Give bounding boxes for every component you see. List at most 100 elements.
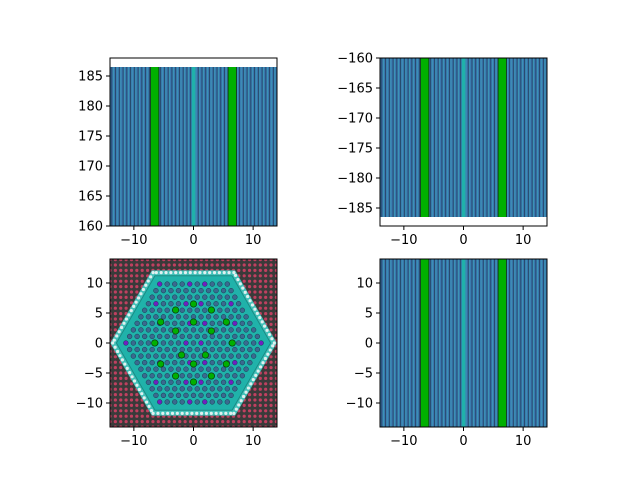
fuel-pin xyxy=(194,294,200,300)
reflector-dot xyxy=(112,338,116,342)
reflector-dot xyxy=(246,294,250,299)
fuel-pin xyxy=(149,346,155,353)
outer-pin xyxy=(269,274,273,278)
reflector-dot xyxy=(243,290,247,294)
outer-pin xyxy=(269,290,273,294)
fuel-pin xyxy=(172,346,178,353)
outer-pin xyxy=(188,420,193,424)
fuel-pin xyxy=(164,294,170,300)
fuel-pin xyxy=(138,353,144,359)
reflector-dot xyxy=(144,283,148,287)
control-rod xyxy=(207,327,215,335)
outer-pin xyxy=(178,420,182,424)
outer-pin xyxy=(253,295,257,299)
outer-pin xyxy=(129,403,134,407)
outer-pin xyxy=(135,409,139,413)
outer-pin xyxy=(156,259,160,262)
plot-content xyxy=(380,259,547,427)
outer-pin xyxy=(129,420,134,424)
outer-pin xyxy=(269,322,273,326)
outer-pin xyxy=(119,382,123,386)
reflector-dot xyxy=(139,292,143,296)
reflector-dot xyxy=(208,271,212,275)
fuel-pin xyxy=(228,366,234,372)
fuel-pin xyxy=(149,386,155,392)
outer-pin xyxy=(269,295,273,299)
fuel-pin xyxy=(190,287,197,294)
fuel-pin xyxy=(164,307,170,313)
fuel-pin xyxy=(130,327,137,333)
panel-top-right: −10 0 10 −160 −165 −170 −175 −180 −185 xyxy=(337,52,548,248)
fuel-pin xyxy=(228,314,234,320)
fuel-pin xyxy=(205,379,212,385)
poison-pin xyxy=(153,379,159,385)
reflector-dot xyxy=(265,328,269,332)
fuel-pin xyxy=(194,333,200,340)
y-tick-label: 185 xyxy=(78,70,103,85)
fuel-pin xyxy=(250,340,257,346)
reflector-dot xyxy=(140,392,144,396)
outer-pin xyxy=(258,393,262,397)
reflector-dot xyxy=(195,411,199,415)
outer-pin xyxy=(226,263,230,267)
reflector-dot xyxy=(209,411,213,415)
fuel-pin xyxy=(157,386,163,392)
y-tick-label: 180 xyxy=(78,100,103,115)
outer-pin xyxy=(237,263,241,267)
fuel-pin xyxy=(175,379,182,385)
outer-pin xyxy=(124,279,128,283)
outer-pin xyxy=(129,285,134,289)
outer-pin xyxy=(124,301,128,305)
fuel-pin xyxy=(164,386,170,392)
fuel-pin xyxy=(187,307,193,313)
outer-pin xyxy=(129,290,134,294)
poison-pin xyxy=(198,379,204,385)
reflector-dot xyxy=(128,370,132,375)
x-tick-label: 0 xyxy=(189,233,197,248)
outer-pin xyxy=(129,295,134,299)
control-rod xyxy=(201,351,209,359)
outer-pin xyxy=(258,259,262,262)
outer-pin xyxy=(124,420,128,424)
outer-pin xyxy=(274,366,277,370)
fuel-pin xyxy=(243,366,249,372)
outer-pin xyxy=(221,259,225,262)
outer-pin xyxy=(247,409,252,413)
y-tick-label: −5 xyxy=(84,367,103,382)
outer-pin xyxy=(253,403,257,407)
control-rod-stripe xyxy=(498,259,507,427)
fuel-pin xyxy=(183,392,189,399)
fuel-pin xyxy=(220,287,227,294)
fuel-pin xyxy=(157,373,163,379)
reflector-dot xyxy=(267,332,272,337)
fuel-pin xyxy=(217,333,223,340)
outer-pin xyxy=(258,279,262,283)
outer-pin xyxy=(145,263,150,267)
reflector-dot xyxy=(130,375,134,379)
outer-pin xyxy=(253,268,257,272)
fuel-pin xyxy=(205,301,212,307)
fuel-pin xyxy=(224,399,230,405)
poison-pin xyxy=(202,281,208,287)
outer-pin xyxy=(258,420,262,424)
outer-pin xyxy=(269,301,273,305)
reflector-dot xyxy=(147,404,151,408)
fuel-pin xyxy=(190,340,197,346)
control-rod-stripe xyxy=(498,58,507,217)
outer-pin xyxy=(215,263,219,267)
outer-pin xyxy=(274,382,277,386)
outer-pin xyxy=(274,349,277,353)
fuel-pin xyxy=(232,294,238,300)
y-tick-label: −5 xyxy=(354,367,373,382)
fuel-pin xyxy=(164,373,170,379)
fuel-pin xyxy=(168,287,174,294)
y-tick-label: 170 xyxy=(78,160,103,175)
outer-pin xyxy=(183,420,187,424)
reflector-dot xyxy=(241,286,245,290)
poison-pin xyxy=(123,340,129,346)
fuel-pin xyxy=(160,366,167,372)
reflector-dot xyxy=(233,273,238,278)
outer-pin xyxy=(264,317,268,321)
outer-pin xyxy=(253,263,257,267)
fuel-pin xyxy=(168,366,174,372)
